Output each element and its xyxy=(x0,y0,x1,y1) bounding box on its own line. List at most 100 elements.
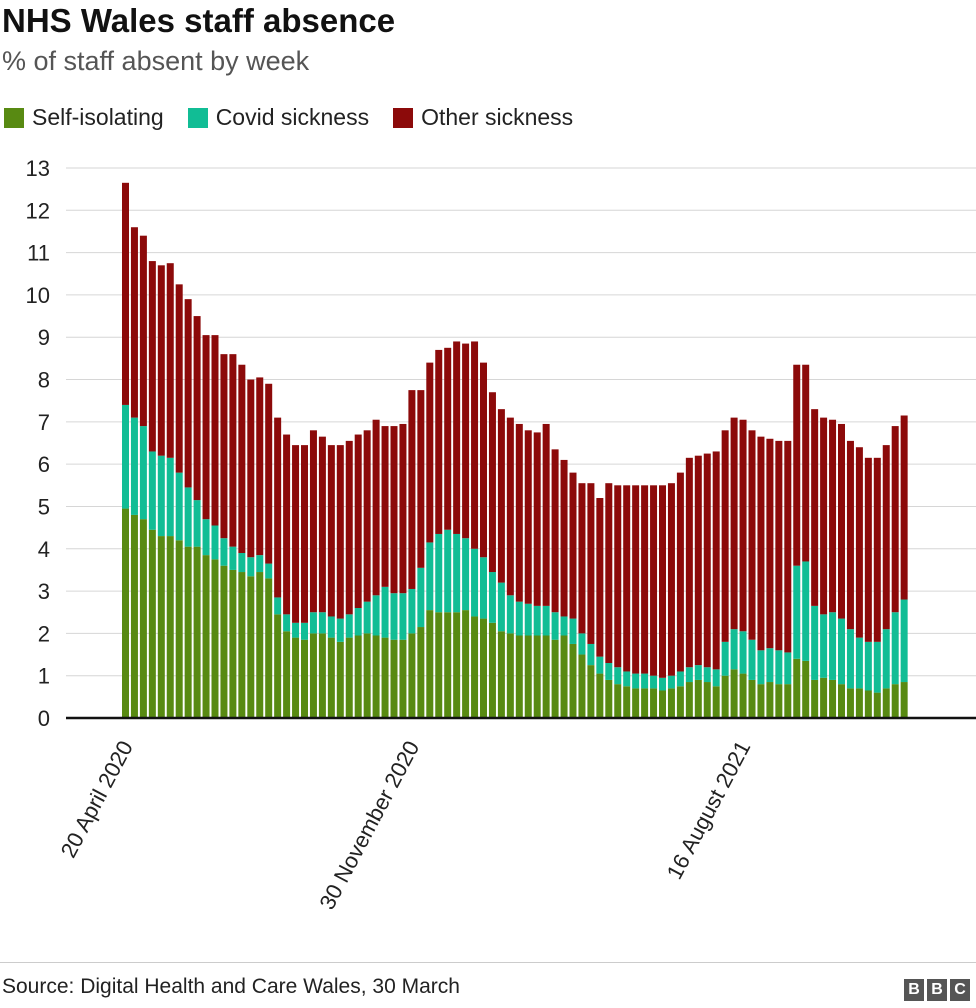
legend-label-other-sickness: Other sickness xyxy=(421,104,574,130)
bar-segment-covid-sickness xyxy=(184,487,192,547)
bar-segment-self-isolating xyxy=(345,637,353,718)
bar-segment-self-isolating xyxy=(515,635,523,718)
bar-segment-covid-sickness xyxy=(372,595,380,636)
bar-segment-other-sickness xyxy=(667,483,675,676)
bar-segment-self-isolating xyxy=(533,635,541,718)
bar-segment-covid-sickness xyxy=(417,567,425,628)
bar-segment-self-isolating xyxy=(229,569,237,718)
bars xyxy=(122,182,908,718)
legend-item-covid-sickness: Covid sickness xyxy=(187,104,369,131)
bar-segment-self-isolating xyxy=(614,684,622,718)
bar-segment-other-sickness xyxy=(372,419,380,596)
bar-segment-self-isolating xyxy=(793,658,801,718)
bar-segment-other-sickness xyxy=(139,235,147,427)
bar-segment-covid-sickness xyxy=(533,605,541,636)
bar-segment-covid-sickness xyxy=(632,673,640,689)
bar-segment-covid-sickness xyxy=(703,667,711,683)
bar-segment-self-isolating xyxy=(381,637,389,718)
bar-segment-self-isolating xyxy=(408,633,416,718)
bar-segment-other-sickness xyxy=(650,485,658,676)
legend-swatch-covid-sickness xyxy=(187,107,208,128)
bbc-logo-letter: C xyxy=(950,979,970,1001)
bar-segment-covid-sickness xyxy=(829,612,837,680)
bar-segment-other-sickness xyxy=(435,349,443,534)
y-tick-label: 9 xyxy=(38,325,50,350)
bar-segment-other-sickness xyxy=(766,438,774,649)
bar-segment-other-sickness xyxy=(247,379,255,558)
bar-segment-covid-sickness xyxy=(506,595,514,634)
bar-segment-covid-sickness xyxy=(802,561,810,661)
bar-segment-self-isolating xyxy=(524,635,532,718)
bar-segment-other-sickness xyxy=(363,430,371,602)
x-tick-label: 20 April 2020 xyxy=(56,737,138,862)
bar-segment-covid-sickness xyxy=(435,533,443,613)
bar-segment-self-isolating xyxy=(667,688,675,718)
bar-segment-other-sickness xyxy=(318,436,326,613)
bar-segment-other-sickness xyxy=(659,485,666,678)
y-tick-label: 5 xyxy=(38,494,50,519)
bar-segment-covid-sickness xyxy=(721,641,729,676)
bar-segment-self-isolating xyxy=(542,635,550,718)
bar-segment-covid-sickness xyxy=(811,605,819,680)
bar-segment-covid-sickness xyxy=(399,593,407,640)
bar-segment-covid-sickness xyxy=(784,652,792,685)
bar-segment-other-sickness xyxy=(641,485,649,674)
bar-segment-self-isolating xyxy=(855,688,863,718)
bar-segment-self-isolating xyxy=(139,519,147,718)
bar-segment-self-isolating xyxy=(157,536,165,718)
bar-segment-self-isolating xyxy=(748,679,756,718)
bar-segment-other-sickness xyxy=(453,341,461,534)
bar-segment-self-isolating xyxy=(784,684,792,718)
bar-segment-other-sickness xyxy=(283,434,291,615)
bar-segment-other-sickness xyxy=(533,432,541,606)
bar-segment-other-sickness xyxy=(471,341,479,549)
bar-segment-self-isolating xyxy=(730,669,738,718)
bar-segment-covid-sickness xyxy=(381,586,389,638)
bar-segment-other-sickness xyxy=(292,445,300,623)
bar-segment-self-isolating xyxy=(551,639,559,718)
bar-segment-other-sickness xyxy=(524,430,532,604)
bar-segment-covid-sickness xyxy=(542,605,550,636)
bar-segment-covid-sickness xyxy=(793,565,801,659)
bar-segment-covid-sickness xyxy=(676,671,684,687)
bbc-logo: B B C xyxy=(904,979,970,1001)
bar-segment-covid-sickness xyxy=(766,648,774,683)
bar-segment-other-sickness xyxy=(256,377,264,556)
bar-segment-self-isolating xyxy=(426,610,434,718)
bar-segment-covid-sickness xyxy=(685,667,693,683)
bar-segment-self-isolating xyxy=(122,508,129,718)
y-tick-label: 13 xyxy=(26,156,50,181)
bar-segment-other-sickness xyxy=(685,457,693,668)
legend: Self-isolating Covid sickness Other sick… xyxy=(4,104,597,131)
x-tick-label: 30 November 2020 xyxy=(314,737,424,914)
bar-segment-covid-sickness xyxy=(739,631,747,674)
bar-segment-covid-sickness xyxy=(623,671,631,687)
bar-segment-other-sickness xyxy=(444,347,452,530)
bar-segment-self-isolating xyxy=(703,682,711,718)
bar-segment-other-sickness xyxy=(703,453,711,668)
bar-segment-covid-sickness xyxy=(838,618,845,685)
legend-item-other-sickness: Other sickness xyxy=(393,104,573,131)
bar-segment-covid-sickness xyxy=(453,533,461,613)
bar-segment-covid-sickness xyxy=(846,629,854,689)
bar-segment-other-sickness xyxy=(694,455,702,666)
bar-segment-other-sickness xyxy=(730,417,738,630)
bar-segment-self-isolating xyxy=(336,641,344,718)
bar-segment-self-isolating xyxy=(211,559,219,718)
legend-swatch-self-isolating xyxy=(4,107,24,128)
bar-segment-covid-sickness xyxy=(694,665,702,680)
bar-segment-self-isolating xyxy=(676,686,684,718)
bar-segment-other-sickness xyxy=(784,440,792,653)
bar-segment-self-isolating xyxy=(193,546,201,718)
bar-segment-self-isolating xyxy=(891,684,899,718)
bar-segment-self-isolating xyxy=(480,618,487,718)
bar-segment-self-isolating xyxy=(632,688,640,718)
bar-segment-other-sickness xyxy=(775,440,783,651)
bar-segment-self-isolating xyxy=(399,639,407,718)
bar-segment-other-sickness xyxy=(399,423,407,594)
bar-segment-self-isolating xyxy=(453,612,461,718)
bar-segment-self-isolating xyxy=(820,677,828,718)
bar-segment-other-sickness xyxy=(793,364,801,566)
bar-segment-self-isolating xyxy=(596,673,604,718)
bar-segment-self-isolating xyxy=(569,643,577,718)
